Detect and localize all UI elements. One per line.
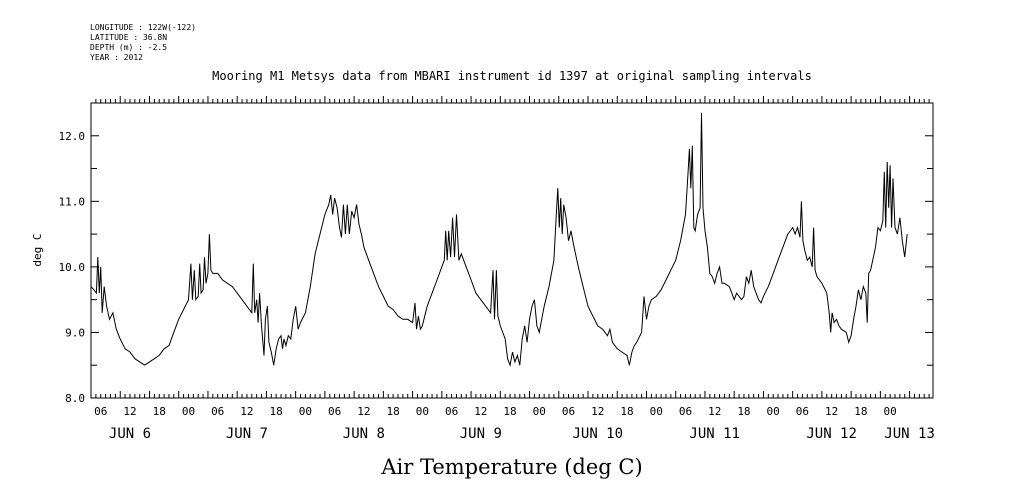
y-tick-label: 8.0: [65, 392, 85, 405]
chart-title: Mooring M1 Metsys data from MBARI instru…: [212, 69, 812, 83]
x-tick-label: 06: [445, 405, 458, 418]
day-label: JUN 9: [460, 426, 502, 442]
x-axis-label: Air Temperature (deg C): [380, 455, 642, 479]
y-tick-label: 10.0: [59, 261, 86, 274]
x-tick-label: 06: [562, 405, 575, 418]
x-tick-label: 06: [94, 405, 107, 418]
x-tick-label: 00: [883, 405, 896, 418]
x-tick-label: 18: [153, 405, 166, 418]
day-label: JUN 11: [689, 426, 740, 442]
x-tick-label: 06: [679, 405, 692, 418]
day-label: JUN 13: [884, 426, 935, 442]
x-tick-label: 00: [650, 405, 663, 418]
x-tick-label: 00: [767, 405, 780, 418]
metadata-block: LONGITUDE : 122W(-122) LATITUDE : 36.8N …: [90, 23, 196, 62]
latitude-label: LATITUDE : 36.8N: [90, 33, 167, 42]
x-tick-label: 12: [240, 405, 253, 418]
day-label: JUN 10: [572, 426, 623, 442]
plot-frame: [90, 102, 934, 399]
x-tick-label: 00: [299, 405, 312, 418]
x-tick-label: 00: [416, 405, 429, 418]
day-label: JUN 12: [806, 426, 857, 442]
x-tick-label: 18: [386, 405, 399, 418]
x-tick-label: 18: [270, 405, 283, 418]
x-tick-label: 18: [737, 405, 750, 418]
x-tick-label: 18: [503, 405, 516, 418]
series-line: [90, 112, 908, 368]
x-tick-label: 12: [123, 405, 136, 418]
longitude-label: LONGITUDE : 122W(-122): [90, 23, 196, 32]
y-tick-label: 9.0: [65, 326, 85, 339]
x-tick-label: 12: [357, 405, 370, 418]
x-tick-label: 12: [825, 405, 838, 418]
y-tick-label: 11.0: [59, 195, 86, 208]
x-tick-label: 06: [328, 405, 341, 418]
x-tick-label: 12: [591, 405, 604, 418]
depth-label: DEPTH (m) : -2.5: [90, 43, 167, 52]
day-label: JUN 7: [226, 426, 268, 442]
y-tick-label: 12.0: [59, 130, 86, 143]
x-tick-label: 12: [474, 405, 487, 418]
x-tick-label: 18: [620, 405, 633, 418]
day-label: JUN 6: [109, 426, 151, 442]
y-axis-label: deg C: [31, 233, 44, 266]
x-tick-label: 06: [796, 405, 809, 418]
x-tick-label: 06: [211, 405, 224, 418]
year-label: YEAR : 2012: [90, 53, 143, 62]
x-axis: 06 12 18 00 06 12 18 00 06 12 18 00 06 12 18 00 06 12 18 00…: [94, 96, 935, 442]
x-tick-label: 12: [708, 405, 721, 418]
x-tick-label: 00: [533, 405, 546, 418]
x-tick-label: 18: [854, 405, 867, 418]
day-label: JUN 8: [343, 426, 385, 442]
y-axis: 8.0 9.0 10.0 11.0 12.0: [59, 102, 933, 405]
x-tick-label: 00: [182, 405, 195, 418]
